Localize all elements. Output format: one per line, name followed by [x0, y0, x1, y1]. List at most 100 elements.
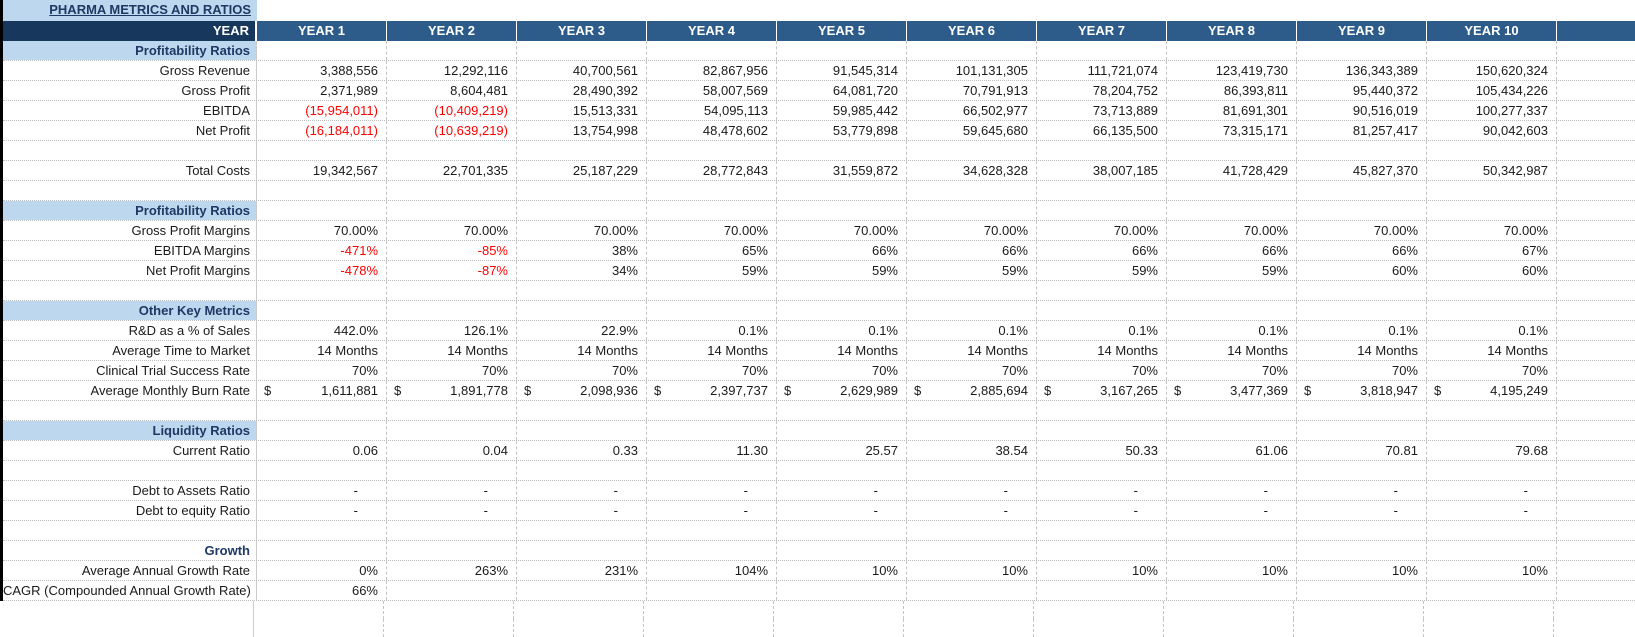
cell[interactable]	[1427, 41, 1557, 60]
cell[interactable]	[1034, 601, 1164, 619]
cell[interactable]	[1427, 201, 1557, 220]
cell[interactable]	[1037, 141, 1167, 160]
cell[interactable]: $3,477,369	[1167, 381, 1297, 400]
cell[interactable]	[517, 401, 647, 420]
cell[interactable]: 25,187,229	[517, 161, 647, 180]
cell[interactable]	[1037, 181, 1167, 200]
cell[interactable]: 59,985,442	[777, 101, 907, 120]
cell[interactable]: 0.1%	[1297, 321, 1427, 340]
cell[interactable]: (10,639,219)	[387, 121, 517, 140]
cell[interactable]	[647, 521, 777, 540]
cell[interactable]	[257, 301, 387, 320]
cell[interactable]: -	[387, 501, 517, 520]
cell[interactable]: 100,277,337	[1427, 101, 1557, 120]
cell[interactable]: 70%	[1167, 361, 1297, 380]
cell[interactable]: 10%	[1297, 561, 1427, 580]
cell[interactable]	[1167, 421, 1297, 440]
cell[interactable]	[1167, 521, 1297, 540]
cell[interactable]: 123,419,730	[1167, 61, 1297, 80]
cell[interactable]: 54,095,113	[647, 101, 777, 120]
cell[interactable]	[907, 41, 1037, 60]
cell[interactable]: 70.00%	[517, 221, 647, 240]
cell[interactable]: 70.00%	[1167, 221, 1297, 240]
cell[interactable]: 0.1%	[1167, 321, 1297, 340]
cell[interactable]	[1297, 541, 1427, 560]
cell[interactable]: 28,490,392	[517, 81, 647, 100]
cell[interactable]: -87%	[387, 261, 517, 280]
cell[interactable]	[1297, 141, 1427, 160]
cell[interactable]	[777, 141, 907, 160]
cell[interactable]: 0.04	[387, 441, 517, 460]
cell[interactable]: 0.1%	[777, 321, 907, 340]
cell[interactable]: -	[1167, 501, 1297, 520]
cell[interactable]: $3,818,947	[1297, 381, 1427, 400]
cell[interactable]: 50,342,987	[1427, 161, 1557, 180]
cell[interactable]: 25.57	[777, 441, 907, 460]
cell[interactable]	[387, 181, 517, 200]
cell[interactable]	[647, 41, 777, 60]
cell[interactable]: 14 Months	[1167, 341, 1297, 360]
cell[interactable]: 90,516,019	[1297, 101, 1427, 120]
cell[interactable]	[907, 521, 1037, 540]
cell[interactable]	[777, 581, 907, 600]
cell[interactable]	[387, 201, 517, 220]
cell[interactable]	[1297, 281, 1427, 300]
cell[interactable]	[1037, 421, 1167, 440]
cell[interactable]	[1427, 521, 1557, 540]
cell[interactable]	[1167, 301, 1297, 320]
cell[interactable]: 14 Months	[647, 341, 777, 360]
cell[interactable]	[1294, 619, 1424, 637]
cell[interactable]: -	[257, 481, 387, 500]
cell[interactable]: 81,691,301	[1167, 101, 1297, 120]
cell[interactable]	[1037, 461, 1167, 480]
row-label[interactable]	[0, 619, 254, 637]
cell[interactable]: 14 Months	[257, 341, 387, 360]
cell[interactable]	[387, 401, 517, 420]
cell[interactable]: 82,867,956	[647, 61, 777, 80]
cell[interactable]	[777, 41, 907, 60]
cell[interactable]: 10%	[1167, 561, 1297, 580]
cell[interactable]: 12,292,116	[387, 61, 517, 80]
cell[interactable]: (10,409,219)	[387, 101, 517, 120]
cell[interactable]	[1297, 41, 1427, 60]
cell[interactable]	[777, 181, 907, 200]
cell[interactable]	[1424, 601, 1554, 619]
cell[interactable]	[1297, 581, 1427, 600]
cell[interactable]	[1294, 601, 1424, 619]
cell[interactable]	[1167, 201, 1297, 220]
cell[interactable]	[387, 421, 517, 440]
cell[interactable]: 0.1%	[1037, 321, 1167, 340]
cell[interactable]: 66%	[1037, 241, 1167, 260]
cell[interactable]: $1,611,881	[257, 381, 387, 400]
cell[interactable]	[517, 141, 647, 160]
row-label[interactable]: Average Monthly Burn Rate	[3, 381, 257, 400]
cell[interactable]	[647, 421, 777, 440]
cell[interactable]	[647, 141, 777, 160]
cell[interactable]: 11.30	[647, 441, 777, 460]
cell[interactable]: $2,397,737	[647, 381, 777, 400]
cell[interactable]: 22,701,335	[387, 161, 517, 180]
row-label[interactable]: Gross Revenue	[3, 61, 257, 80]
cell[interactable]	[384, 601, 514, 619]
row-label[interactable]: Average Time to Market	[3, 341, 257, 360]
cell[interactable]	[387, 281, 517, 300]
cell[interactable]	[647, 181, 777, 200]
cell[interactable]	[387, 541, 517, 560]
cell[interactable]: 45,827,370	[1297, 161, 1427, 180]
cell[interactable]: 59%	[647, 261, 777, 280]
cell[interactable]: 70%	[777, 361, 907, 380]
cell[interactable]: $2,098,936	[517, 381, 647, 400]
cell[interactable]	[1424, 619, 1554, 637]
cell[interactable]	[904, 619, 1034, 637]
cell[interactable]: 70.00%	[387, 221, 517, 240]
cell[interactable]: 60%	[1297, 261, 1427, 280]
cell[interactable]: $2,629,989	[777, 381, 907, 400]
cell[interactable]: -	[1167, 481, 1297, 500]
cell[interactable]	[1037, 281, 1167, 300]
row-label[interactable]: Liquidity Ratios	[3, 421, 257, 440]
cell[interactable]	[514, 619, 644, 637]
cell[interactable]	[257, 281, 387, 300]
cell[interactable]	[1164, 601, 1294, 619]
year-column-header[interactable]: YEAR 5	[777, 21, 907, 41]
cell[interactable]	[517, 461, 647, 480]
